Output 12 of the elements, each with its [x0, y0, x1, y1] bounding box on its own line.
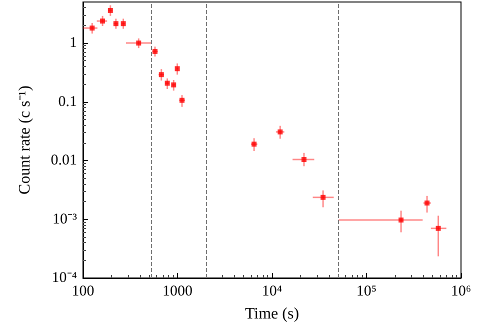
x-tick-label: 10⁵ [356, 284, 377, 300]
x-tick-label: 100 [72, 284, 94, 300]
y-tick-label: 0.1 [58, 94, 77, 110]
y-tick-label: 0.01 [50, 152, 77, 169]
y-tick-label: 10⁻³ [52, 211, 78, 228]
y-tick-label: 10⁻⁴ [52, 270, 77, 286]
y-tick-label: 1 [70, 35, 77, 52]
x-tick-label: 10⁴ [262, 284, 282, 300]
x-tick-label: 1000 [162, 284, 192, 300]
x-axis-title: Time (s) [244, 306, 300, 322]
x-tick-label: 10⁶ [450, 284, 472, 300]
y-axis-title: Count rate (c s⁻¹) [16, 86, 34, 194]
